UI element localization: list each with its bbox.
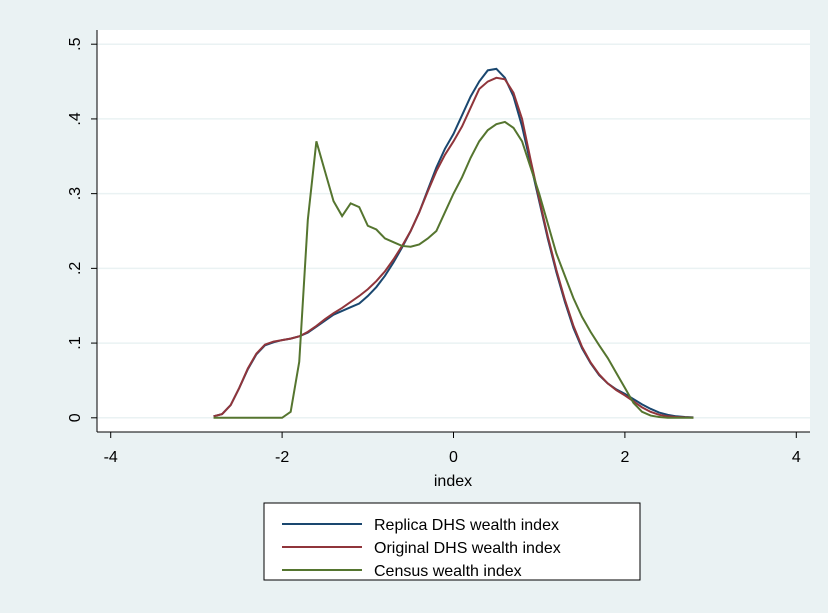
y-tick-label: .1	[67, 336, 84, 349]
y-tick-label: 0	[67, 413, 84, 422]
series-line	[213, 76, 694, 419]
x-tick-label: -2	[275, 449, 289, 466]
x-tick-label: -4	[104, 449, 118, 466]
y-tick-label: .3	[67, 187, 84, 200]
legend-box	[263, 502, 641, 581]
legend-label: Census wealth index	[374, 563, 522, 580]
x-tick-label: 2	[620, 449, 629, 466]
legend-label: Original DHS wealth index	[374, 540, 561, 557]
y-tick-label: .5	[67, 37, 84, 50]
x-tick-label: 4	[792, 449, 801, 466]
legend-label: Replica DHS wealth index	[374, 517, 559, 534]
plot-area	[97, 30, 810, 432]
series-line	[213, 120, 694, 419]
y-tick-label: .2	[67, 262, 84, 275]
x-axis-label: index	[434, 473, 472, 490]
y-tick-label: .4	[67, 112, 84, 125]
x-tick-label: 0	[449, 449, 458, 466]
